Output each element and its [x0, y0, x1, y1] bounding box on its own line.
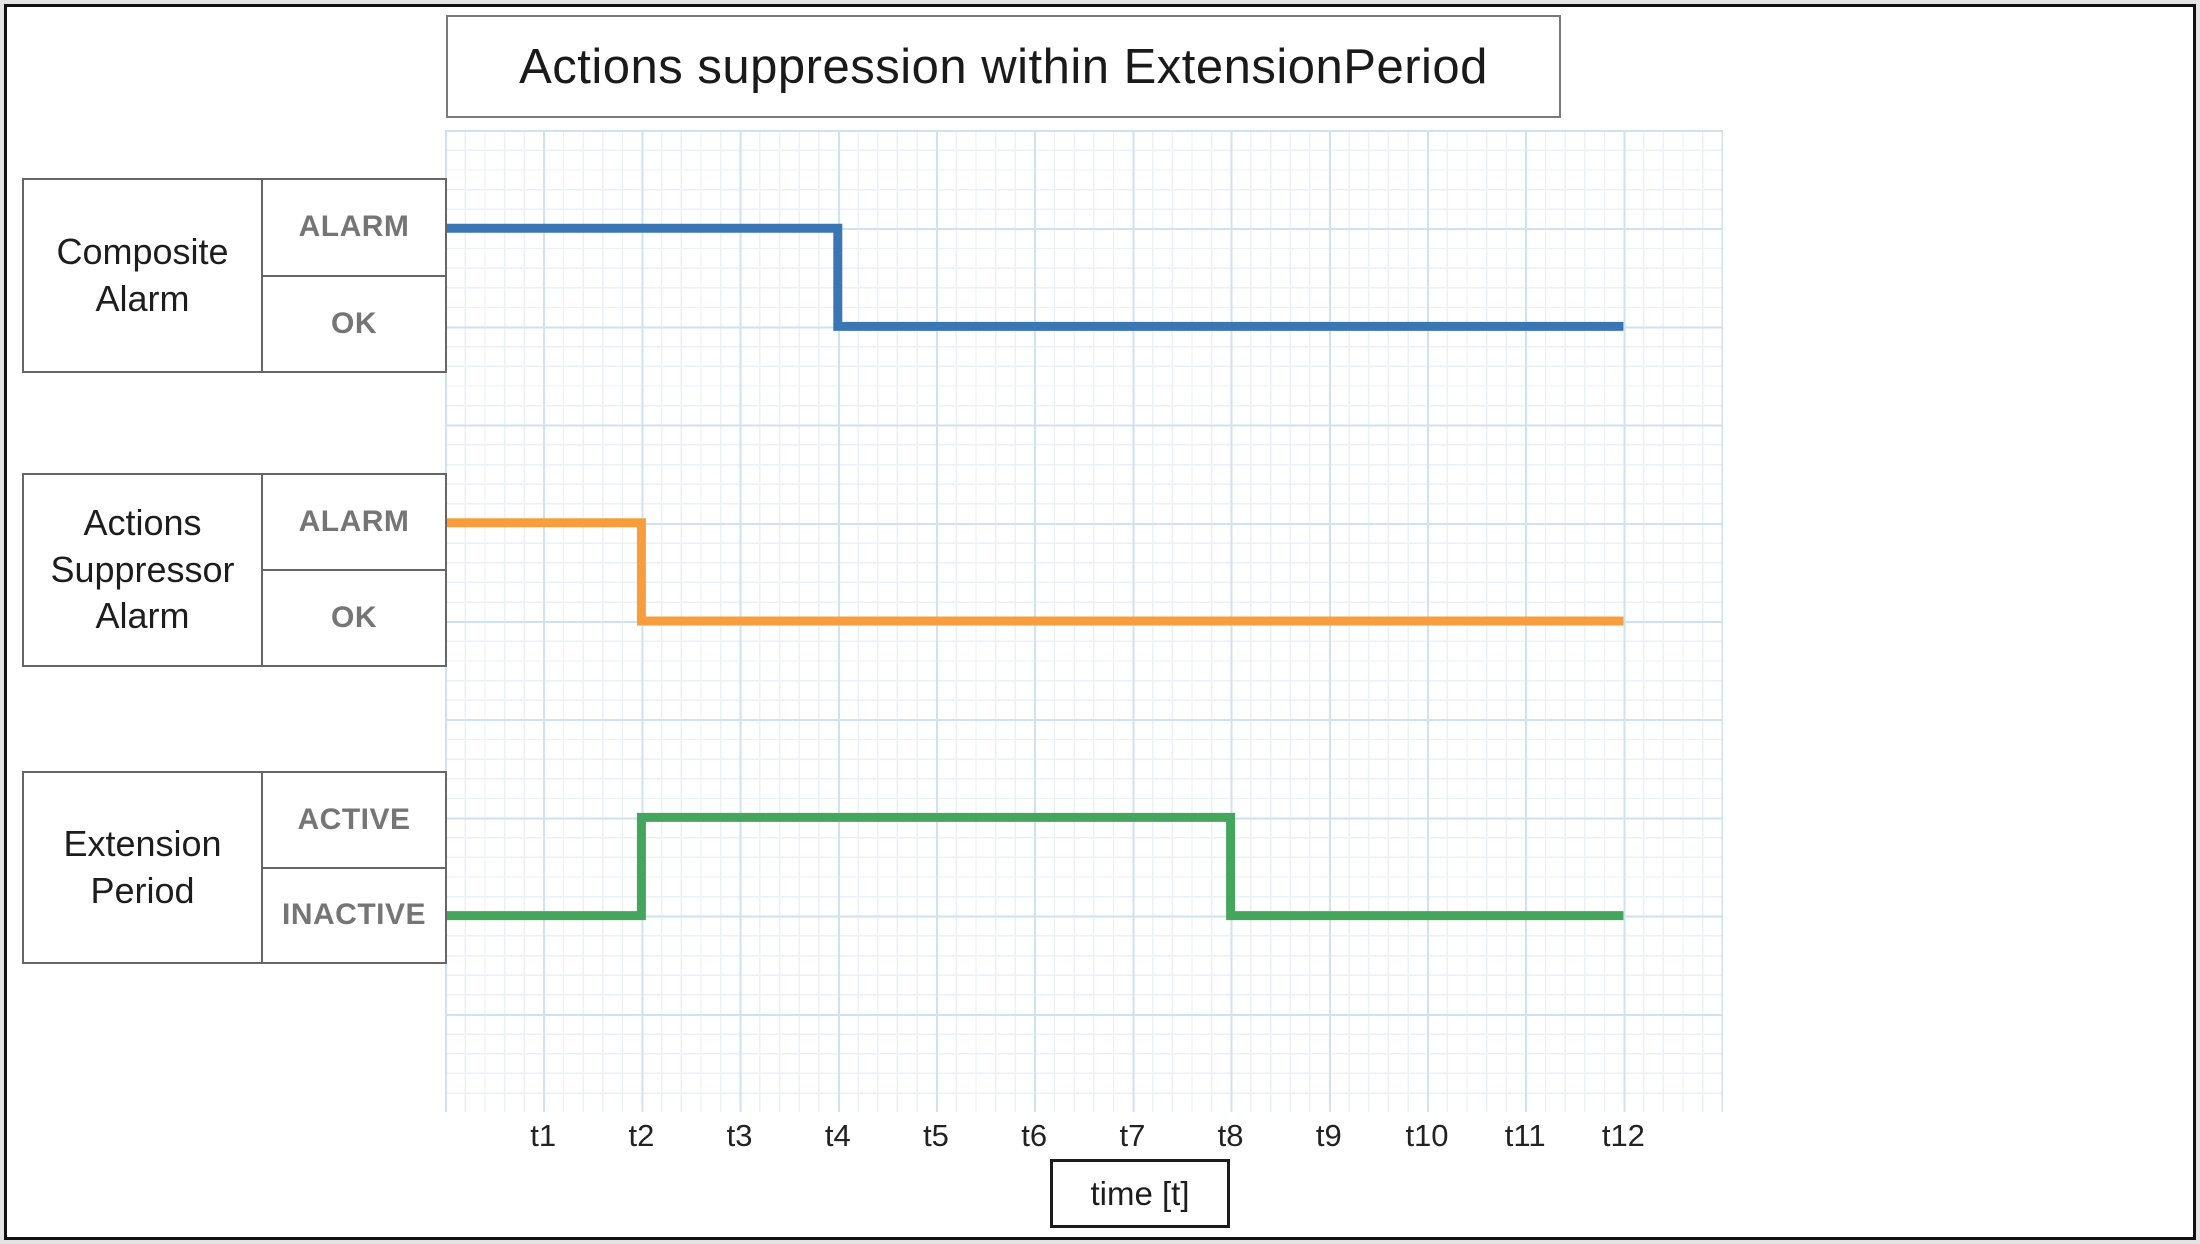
actions-suppressor-alarm-legend-box: Actions Suppressor Alarm ALARM OK	[22, 473, 447, 667]
state-label-alarm: ALARM	[263, 475, 445, 571]
row-state-column: ACTIVE INACTIVE	[263, 773, 445, 962]
x-axis-label: time [t]	[1090, 1174, 1190, 1212]
x-tick-label: t4	[824, 1118, 851, 1153]
state-label-inactive: INACTIVE	[281, 898, 426, 932]
x-tick-label: t7	[1119, 1118, 1146, 1153]
x-tick-label: t10	[1405, 1118, 1449, 1153]
row-name-label: Composite Alarm	[56, 230, 229, 319]
x-axis-label-box: time [t]	[1050, 1159, 1230, 1228]
row-state-column: ALARM OK	[263, 180, 445, 371]
x-tick-label: t8	[1217, 1118, 1244, 1153]
row-name-cell: Extension Period	[24, 773, 263, 962]
row-state-column: ALARM OK	[263, 475, 445, 665]
extension-period-line	[445, 812, 1624, 921]
x-tick-label: t5	[923, 1118, 949, 1153]
row-name-cell: Composite Alarm	[24, 180, 263, 371]
state-label-alarm: ALARM	[263, 180, 445, 277]
x-tick-label: t9	[1315, 1118, 1342, 1153]
diagram-title-box: Actions suppression within ExtensionPeri…	[446, 15, 1561, 118]
x-tick-label: t11	[1504, 1118, 1546, 1153]
actions-suppressor-alarm-line	[445, 518, 1624, 626]
composite-alarm-legend-box: Composite Alarm ALARM OK	[22, 178, 447, 373]
x-tick-label: t12	[1601, 1118, 1645, 1153]
x-tick-label: t1	[530, 1118, 557, 1153]
state-label-ok: OK	[331, 601, 377, 634]
row-name-label: Extension Period	[63, 822, 222, 911]
row-name-cell: Actions Suppressor Alarm	[24, 475, 263, 665]
x-axis-ticks: t1 t2 t3 t4 t5 t6 t7 t8 t9 t10 t11 t12	[0, 1118, 2200, 1158]
extension-period-legend-box: Extension Period ACTIVE INACTIVE	[22, 771, 447, 964]
state-label-active: ACTIVE	[263, 773, 445, 869]
row-name-label: Actions Suppressor Alarm	[50, 501, 235, 637]
diagram-title: Actions suppression within ExtensionPeri…	[519, 39, 1488, 94]
composite-alarm-line	[445, 223, 1624, 331]
x-tick-label: t2	[628, 1118, 655, 1153]
x-tick-label: t3	[726, 1118, 753, 1153]
x-tick-label: t6	[1021, 1118, 1048, 1153]
state-label-ok: OK	[331, 306, 377, 340]
